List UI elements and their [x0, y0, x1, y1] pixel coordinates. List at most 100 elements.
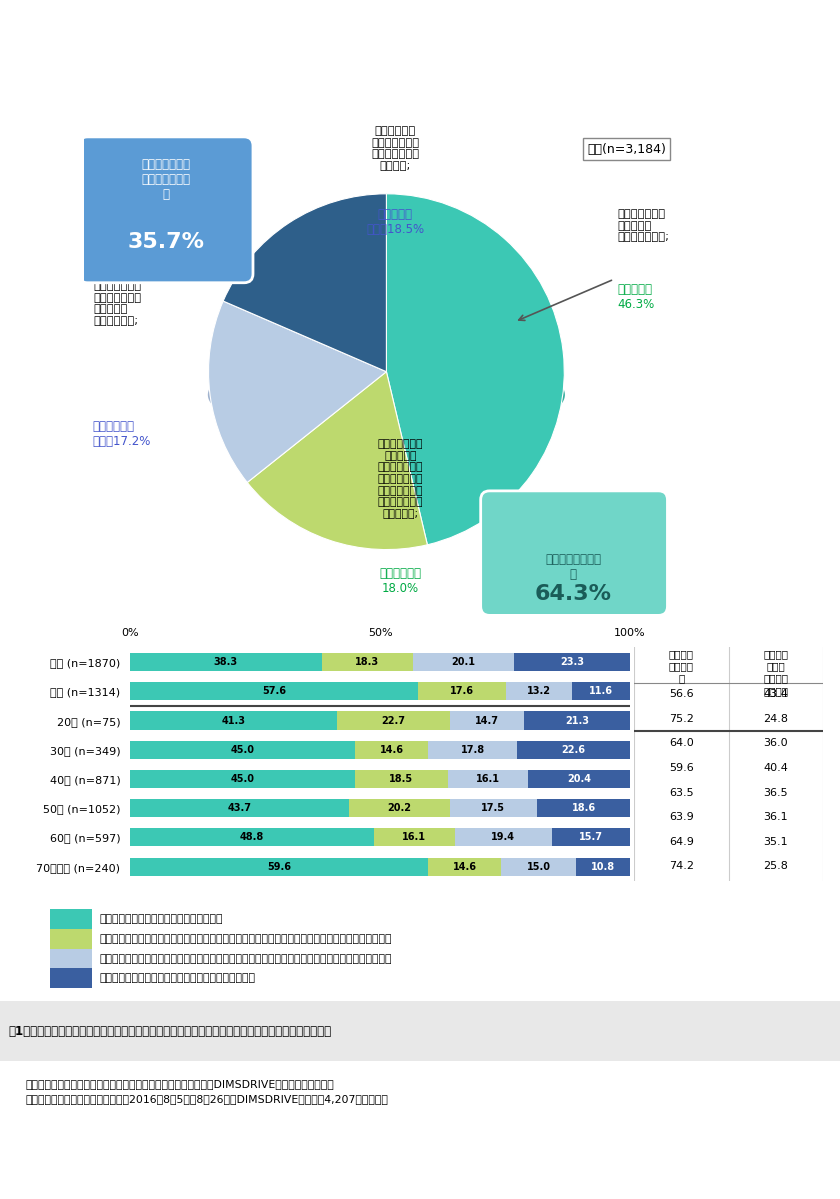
- Bar: [428, 741, 517, 759]
- Text: 紙のみ・
紙メイン
計: 紙のみ・ 紙メイン 計: [669, 649, 694, 683]
- Text: 紙のみ・紙メイン
計: 紙のみ・紙メイン 計: [545, 554, 601, 582]
- Polygon shape: [247, 394, 428, 439]
- Text: 【紙のみ】
46.3%: 【紙のみ】 46.3%: [617, 283, 655, 311]
- Wedge shape: [223, 194, 386, 372]
- Text: 36.5: 36.5: [764, 788, 788, 797]
- Text: 17.8: 17.8: [460, 745, 485, 754]
- Text: 45.0: 45.0: [231, 775, 255, 784]
- Bar: [513, 653, 630, 671]
- Text: 43.4: 43.4: [764, 689, 789, 699]
- Wedge shape: [208, 301, 386, 482]
- Text: 21.3: 21.3: [564, 716, 589, 725]
- Bar: [537, 800, 630, 818]
- Text: 64.3%: 64.3%: [535, 584, 612, 604]
- Bar: [355, 770, 448, 788]
- Bar: [130, 653, 322, 671]
- Text: 20.1: 20.1: [451, 657, 475, 667]
- Bar: [349, 800, 449, 818]
- Text: スマートフォ
ン・パソコンな
ど「電子機器」
を主に利用し、
紙の手帳・カレ
ンダーなど
「紙」を併用;: スマートフォ ン・パソコンな ど「電子機器」 を主に利用し、 紙の手帳・カレ ン…: [93, 247, 141, 326]
- Text: 【紙メイン】
18.0%: 【紙メイン】 18.0%: [380, 567, 422, 596]
- Bar: [506, 682, 572, 700]
- Text: 22.6: 22.6: [561, 745, 585, 754]
- Text: 48.8: 48.8: [240, 832, 265, 843]
- Text: 74.2: 74.2: [669, 862, 694, 872]
- Bar: [130, 682, 418, 700]
- Bar: [337, 711, 450, 729]
- Text: 40.4: 40.4: [764, 763, 789, 773]
- Text: 全体(n=3,184): 全体(n=3,184): [587, 143, 666, 156]
- FancyBboxPatch shape: [79, 137, 253, 283]
- Text: 41.3: 41.3: [222, 716, 245, 725]
- Bar: [413, 653, 513, 671]
- Text: 18.6: 18.6: [571, 803, 596, 813]
- Text: 16.1: 16.1: [475, 775, 500, 784]
- Text: 紙の手帳・カレ
ンダーなど
「紙」のみ利用;: 紙の手帳・カレ ンダーなど 「紙」のみ利用;: [617, 210, 669, 242]
- Bar: [454, 829, 552, 846]
- Text: 14.6: 14.6: [380, 745, 403, 754]
- Bar: [450, 711, 523, 729]
- Text: 15.7: 15.7: [579, 832, 603, 843]
- Text: 紙の手帳・カレ
ンダーなど
「紙」を主に利
用し、スマート
フォン・パソコ
ンなど「電子機
器」を併用;: 紙の手帳・カレ ンダーなど 「紙」を主に利 用し、スマート フォン・パソコ ンな…: [378, 439, 423, 519]
- Text: 75.2: 75.2: [669, 713, 694, 724]
- Text: 59.6: 59.6: [267, 862, 291, 872]
- Bar: [130, 829, 374, 846]
- Text: 57.6: 57.6: [262, 686, 286, 697]
- Text: 25.8: 25.8: [764, 862, 789, 872]
- Text: 17.5: 17.5: [481, 803, 506, 813]
- Text: 16.1: 16.1: [402, 832, 427, 843]
- Text: 24.8: 24.8: [764, 713, 789, 724]
- Text: 22.7: 22.7: [381, 716, 406, 725]
- Text: 20.4: 20.4: [567, 775, 591, 784]
- Bar: [50, 969, 92, 988]
- Text: 19.4: 19.4: [491, 832, 515, 843]
- Text: 43.7: 43.7: [228, 803, 251, 813]
- Text: 64.9: 64.9: [669, 837, 694, 846]
- Wedge shape: [386, 194, 564, 544]
- Text: スマートフォ
ン・パソコンな
ど「電子機器」
のみ利用;: スマートフォ ン・パソコンな ど「電子機器」 のみ利用;: [371, 126, 419, 171]
- Bar: [576, 857, 630, 875]
- Text: 紙の手帳・カレンダーなど「紙」のみ利用: 紙の手帳・カレンダーなど「紙」のみ利用: [100, 914, 223, 924]
- Bar: [130, 770, 355, 788]
- Text: 63.5: 63.5: [669, 788, 694, 797]
- Text: 36.0: 36.0: [764, 739, 788, 748]
- Text: 56.6: 56.6: [669, 689, 694, 699]
- Text: 18.3: 18.3: [355, 657, 380, 667]
- Bar: [572, 682, 630, 700]
- Text: 電子機器
のみ・
電子機器
メイン計: 電子機器 のみ・ 電子機器 メイン計: [764, 649, 789, 695]
- Polygon shape: [386, 350, 564, 438]
- Polygon shape: [223, 350, 386, 394]
- Text: 【電子機器メ
イン】17.2%: 【電子機器メ イン】17.2%: [93, 420, 151, 448]
- Text: 電子機器のみ・
電子機器メイン
計: 電子機器のみ・ 電子機器メイン 計: [141, 158, 191, 201]
- Bar: [528, 770, 630, 788]
- FancyBboxPatch shape: [480, 490, 668, 615]
- Text: スマートフォン・パソコンなど「電子機器」を主に利用し、紙の手帳・カレンダーなど「紙」を併用: スマートフォン・パソコンなど「電子機器」を主に利用し、紙の手帳・カレンダーなど「…: [100, 953, 392, 964]
- Text: 64.0: 64.0: [669, 739, 694, 748]
- Text: 10.8: 10.8: [591, 862, 615, 872]
- Bar: [130, 741, 355, 759]
- Text: 15.0: 15.0: [527, 862, 550, 872]
- Text: 36.1: 36.1: [764, 812, 788, 823]
- Text: 【電子機器
のみ】18.5%: 【電子機器 のみ】18.5%: [366, 209, 424, 236]
- Text: 45.0: 45.0: [231, 745, 255, 754]
- Bar: [428, 857, 501, 875]
- Bar: [374, 829, 454, 846]
- Bar: [130, 857, 428, 875]
- Text: 35.7%: 35.7%: [128, 231, 204, 252]
- Bar: [355, 741, 428, 759]
- Bar: [501, 857, 576, 875]
- Bar: [50, 909, 92, 929]
- Text: 20.2: 20.2: [387, 803, 411, 813]
- Bar: [449, 800, 537, 818]
- Text: 13.2: 13.2: [527, 686, 551, 697]
- Polygon shape: [164, 261, 226, 279]
- Text: 表1「どのような方法でスケジュール管理（予定の記録や日程調整）をしていますか」についての回答: 表1「どのような方法でスケジュール管理（予定の記録や日程調整）をしていますか」に…: [8, 1025, 332, 1037]
- Bar: [552, 829, 630, 846]
- Text: 11.6: 11.6: [589, 686, 613, 697]
- Text: 14.6: 14.6: [453, 862, 476, 872]
- Text: 38.3: 38.3: [214, 657, 238, 667]
- Text: 59.6: 59.6: [669, 763, 694, 773]
- Bar: [517, 741, 630, 759]
- Text: 出典：インターワイヤード株式会社が運営するネットリサーチ『DIMSDRIVE』実施のアンケート
「スケジュール管理」。調査期間：2016年8月5日～8月26日、: 出典：インターワイヤード株式会社が運営するネットリサーチ『DIMSDRIVE』実…: [25, 1079, 388, 1103]
- Polygon shape: [208, 378, 386, 422]
- Bar: [418, 682, 506, 700]
